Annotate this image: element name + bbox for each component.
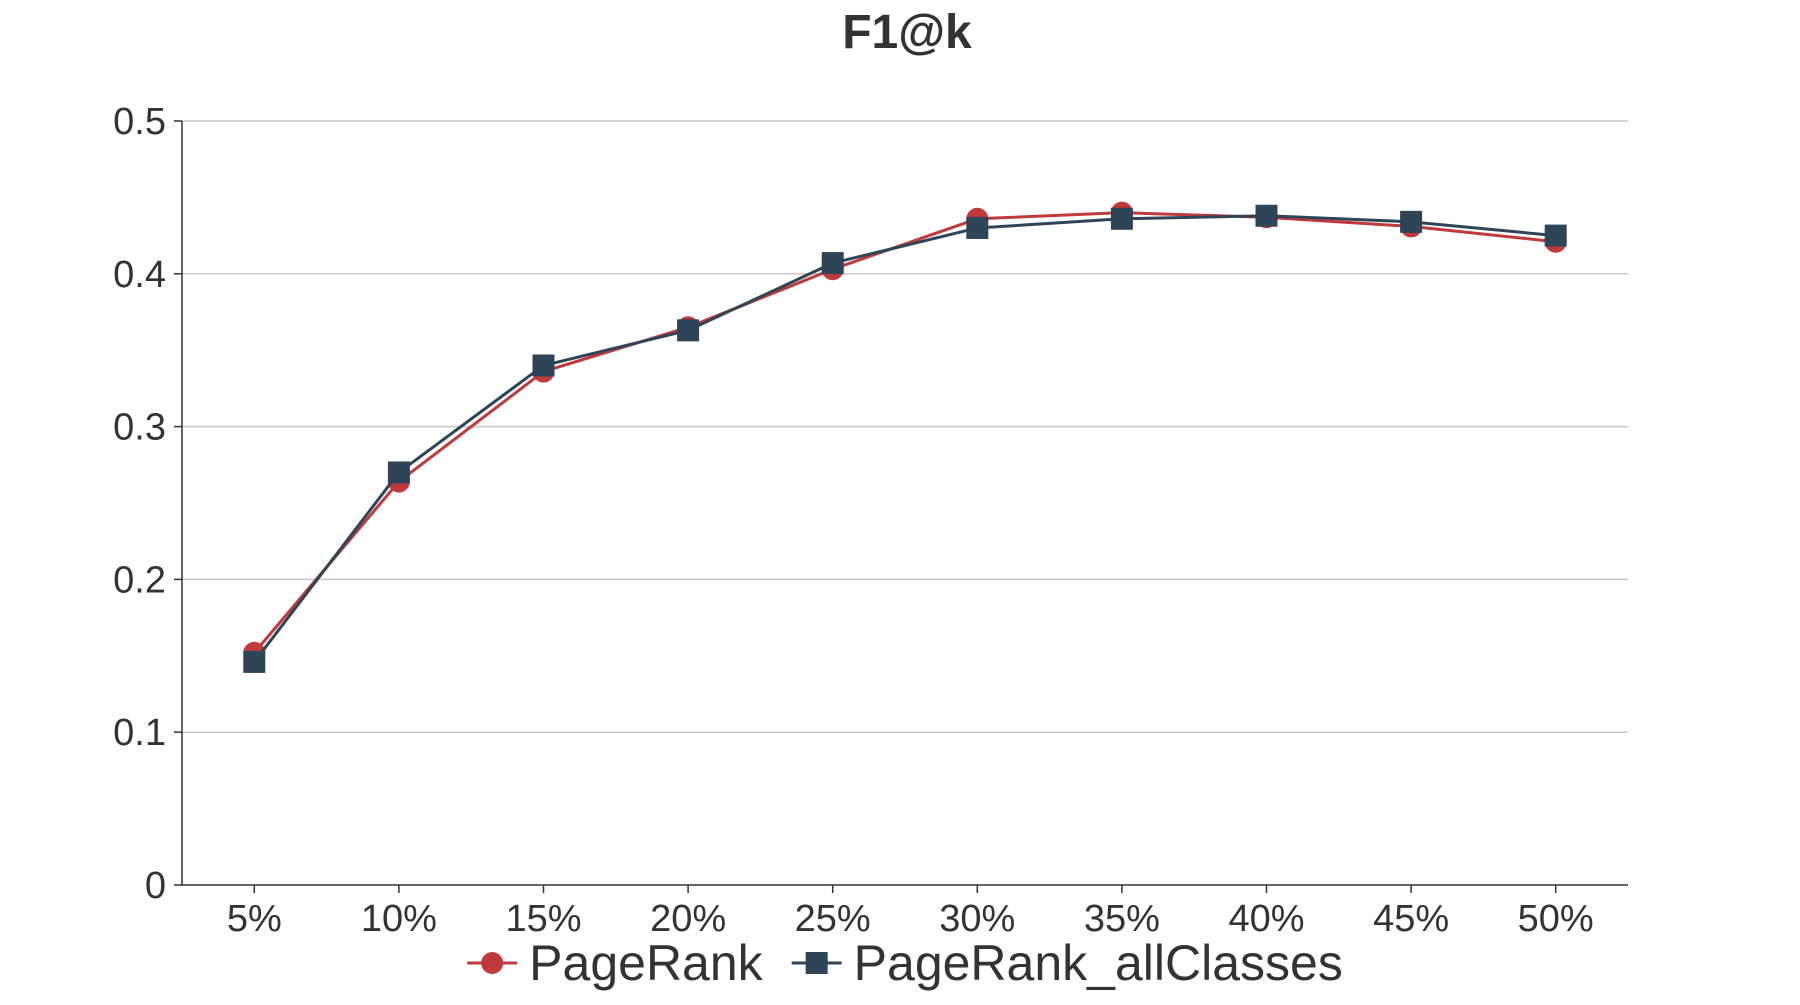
chart-title: F1@k — [842, 6, 972, 59]
x-tick-label: 15% — [505, 898, 581, 940]
series-line — [253, 211, 1556, 654]
y-tick-label: 0 — [145, 865, 166, 907]
x-tick-label: 40% — [1228, 898, 1304, 940]
data-point — [1544, 224, 1567, 247]
y-tick-label: 0.2 — [113, 559, 166, 601]
y-tick-label: 0.3 — [113, 407, 166, 449]
legend-item: PageRank — [467, 935, 764, 991]
data-point — [1400, 210, 1423, 233]
series-PageRank — [243, 201, 1567, 664]
x-tick-label: 30% — [939, 898, 1015, 940]
x-tick-label: 5% — [227, 898, 282, 940]
data-point — [966, 216, 989, 239]
legend: PageRank PageRank_allClasses — [467, 935, 1343, 991]
x-tick-label: 45% — [1373, 898, 1449, 940]
legend-marker — [481, 952, 504, 974]
x-tick-label: 50% — [1518, 898, 1594, 940]
data-point — [243, 650, 266, 673]
axes: 0 0.1 0.2 0.3 0.4 0.5 5% 10% 15% 20% 25% 30% 35% 40% 4… — [113, 101, 1628, 940]
legend-marker — [805, 952, 828, 974]
x-tick-label: 10% — [361, 898, 437, 940]
data-point — [387, 461, 410, 484]
x-tick-label: 35% — [1084, 898, 1160, 940]
x-tick-label: 25% — [795, 898, 871, 940]
data-point — [677, 319, 700, 342]
series-layer — [243, 201, 1567, 673]
data-point — [1110, 207, 1133, 230]
data-point — [821, 252, 844, 275]
y-tick-label: 0.4 — [113, 254, 166, 296]
series-PageRank_allClasses — [243, 204, 1567, 673]
legend-label: PageRank — [529, 935, 763, 991]
y-tick-label: 0.1 — [113, 712, 166, 754]
series-line — [253, 214, 1556, 663]
legend-label: PageRank_allClasses — [854, 935, 1343, 991]
data-point — [1255, 204, 1278, 227]
y-tick-label: 0.5 — [113, 101, 166, 143]
gridlines — [182, 120, 1628, 733]
data-point — [532, 354, 555, 377]
x-tick-label: 20% — [650, 898, 726, 940]
legend-item: PageRank_allClasses — [791, 935, 1343, 991]
